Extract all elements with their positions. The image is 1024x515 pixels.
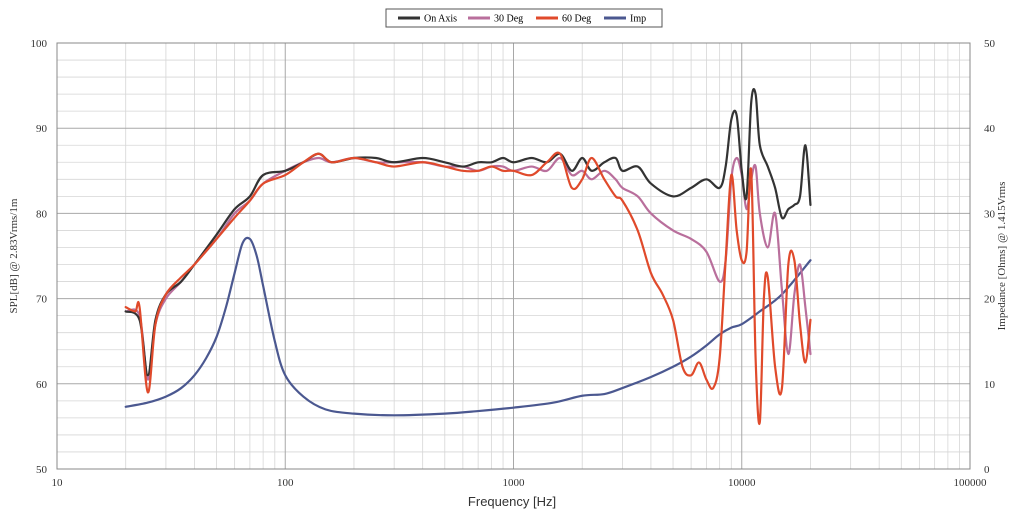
x-tick-label: 10000 [728, 477, 756, 489]
x-axis-title: Frequency [Hz] [468, 494, 556, 509]
y-tick-label: 90 [36, 123, 48, 135]
legend: On Axis 30 Deg 60 Deg Imp [385, 8, 663, 28]
legend-label-imp: Imp [630, 14, 646, 25]
y-tick-label: 70 [36, 294, 48, 306]
x-tick-labels: 10 100 1000 10000 100000 [52, 477, 988, 489]
y-tick-label: 80 [36, 208, 48, 220]
y2-axis-title: Impedance [Ohms] @ 1.415Vrms [996, 182, 1008, 331]
legend-label-on-axis: On Axis [424, 14, 457, 25]
y2-tick-label: 20 [984, 294, 996, 306]
y2-tick-label: 0 [984, 464, 990, 476]
x-tick-label: 100000 [954, 477, 988, 489]
y-tick-label: 60 [36, 379, 48, 391]
x-tick-label: 10 [52, 477, 64, 489]
series-line-imp [124, 236, 812, 417]
y-tick-label: 50 [36, 464, 48, 476]
y-axis-title: SPL[dB] @ 2.83Vrms/1m [8, 198, 20, 313]
y2-tick-label: 40 [984, 123, 996, 135]
x-tick-label: 100 [277, 477, 294, 489]
series-line-on-axis [124, 88, 812, 377]
y2-tick-labels: 0 10 20 30 40 50 [984, 38, 996, 476]
y-tick-label: 100 [31, 38, 48, 50]
plot-frame [56, 42, 971, 470]
y2-tick-label: 10 [984, 379, 996, 391]
x-tick-label: 1000 [503, 477, 526, 489]
series-lines [124, 88, 812, 425]
y2-tick-label: 50 [984, 38, 996, 50]
series-line-60-deg [124, 151, 812, 425]
legend-label-30-deg: 30 Deg [494, 14, 523, 25]
y2-tick-label: 30 [984, 208, 996, 220]
legend-box [385, 8, 663, 28]
y-tick-labels: 50 60 70 80 90 100 [31, 38, 48, 476]
legend-label-60-deg: 60 Deg [562, 14, 591, 25]
